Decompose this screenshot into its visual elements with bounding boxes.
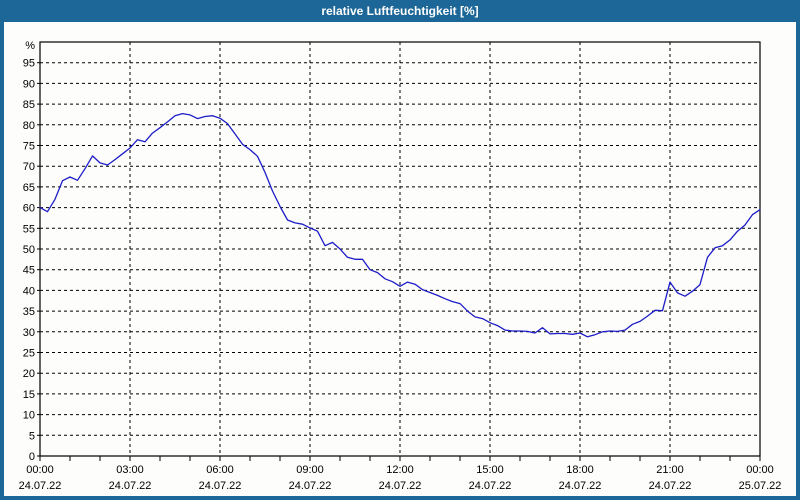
x-tick-date: 24.07.22 bbox=[649, 480, 692, 492]
x-tick-date: 24.07.22 bbox=[289, 480, 332, 492]
x-tick-time: 21:00 bbox=[656, 464, 684, 476]
x-tick-date: 24.07.22 bbox=[199, 480, 242, 492]
x-axis-labels: 00:00 24.07.22 03:00 24.07.22 06:00 24.07.22 0… bbox=[19, 464, 782, 492]
svg-text:80: 80 bbox=[23, 120, 35, 132]
svg-text:5: 5 bbox=[29, 430, 35, 442]
svg-text:65: 65 bbox=[23, 182, 35, 194]
y-axis-unit-label: % bbox=[25, 40, 35, 52]
x-tick-date: 24.07.22 bbox=[379, 480, 422, 492]
humidity-series-line bbox=[39, 112, 761, 338]
window-title: relative Luftfeuchtigkeit [%] bbox=[321, 4, 479, 18]
x-tick-time: 15:00 bbox=[476, 464, 504, 476]
humidity-line-chart: 05101520253035404550556065707580859095%0… bbox=[19, 40, 782, 492]
svg-text:85: 85 bbox=[23, 99, 35, 111]
x-tick-date: 24.07.22 bbox=[109, 480, 152, 492]
x-axis-ticks bbox=[39, 456, 761, 461]
x-tick-time: 18:00 bbox=[566, 464, 594, 476]
svg-text:15: 15 bbox=[23, 389, 35, 401]
x-tick-time: 12:00 bbox=[386, 464, 414, 476]
svg-text:30: 30 bbox=[23, 327, 35, 339]
svg-text:10: 10 bbox=[23, 410, 35, 422]
svg-text:75: 75 bbox=[23, 141, 35, 153]
svg-text:95: 95 bbox=[23, 58, 35, 70]
svg-text:0: 0 bbox=[29, 451, 35, 463]
svg-text:25: 25 bbox=[23, 348, 35, 360]
x-tick-time: 09:00 bbox=[296, 464, 324, 476]
svg-text:35: 35 bbox=[23, 306, 35, 318]
svg-text:45: 45 bbox=[23, 265, 35, 277]
svg-text:55: 55 bbox=[23, 223, 35, 235]
y-axis-labels: 0 5 10 15 20 25 30 35 40 45 50 55 60 65 70 75 80 85 90 95% bbox=[23, 40, 35, 463]
svg-text:20: 20 bbox=[23, 368, 35, 380]
x-tick-time: 06:00 bbox=[206, 464, 234, 476]
x-tick-date: 24.07.22 bbox=[469, 480, 512, 492]
svg-text:90: 90 bbox=[23, 78, 35, 90]
svg-text:40: 40 bbox=[23, 285, 35, 297]
title-bar: relative Luftfeuchtigkeit [%] bbox=[4, 0, 796, 22]
x-tick-time: 03:00 bbox=[116, 464, 144, 476]
x-tick-time: 00:00 bbox=[26, 464, 54, 476]
plot-border bbox=[39, 41, 761, 457]
chart-area: 0 5 10 15 20 25 30 35 40 45 50 55 60 65 70 75 80 85 90 95% 0… bbox=[4, 22, 796, 496]
x-tick-date: 25.07.22 bbox=[739, 480, 782, 492]
svg-text:60: 60 bbox=[23, 203, 35, 215]
svg-text:70: 70 bbox=[23, 161, 35, 173]
x-tick-date: 24.07.22 bbox=[19, 480, 62, 492]
x-gridlines bbox=[129, 42, 671, 456]
x-tick-date: 24.07.22 bbox=[559, 480, 602, 492]
x-tick-time: 00:00 bbox=[746, 464, 774, 476]
svg-text:50: 50 bbox=[23, 244, 35, 256]
